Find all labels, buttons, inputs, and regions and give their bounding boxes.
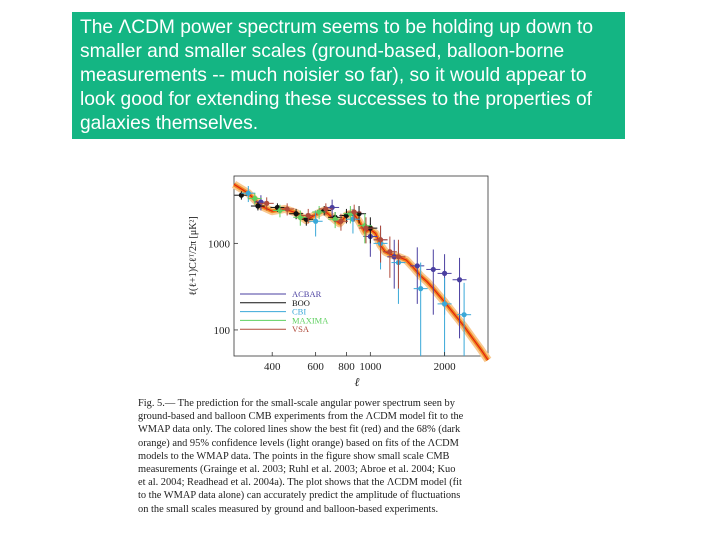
caption-line: Fig. 5.— The prediction for the small-sc… (138, 398, 455, 409)
data-point (297, 214, 303, 220)
x-tick-label: 2000 (434, 361, 457, 373)
legend-item-boo: BOO (240, 298, 310, 308)
banner-line: measurements -- much noisier so far), so… (80, 65, 587, 86)
caption-line: orange) and 95% confidence levels (light… (138, 437, 459, 449)
data-point (363, 225, 369, 231)
caption-line: measurements (Grainge et al. 2003; Ruhl … (138, 464, 456, 476)
legend-item-cbi: CBI (240, 307, 306, 317)
data-point (338, 218, 344, 224)
plot-frame (233, 175, 489, 357)
x-tick-label: 400 (264, 361, 281, 373)
data-point (441, 301, 448, 307)
data-point (284, 206, 290, 212)
x-tick-label: 800 (338, 361, 355, 373)
power-spectrum-figure: 400 600 800 1000 2000 100 1000 ℓ ℓ(ℓ+1)Cℓᵀ/2π [μ… (150, 170, 540, 395)
x-axis-label: ℓ (355, 375, 360, 389)
caption-line: WMAP data only. The colored lines show t… (138, 424, 461, 436)
legend-label: VSA (292, 324, 310, 334)
banner-line: The ΛCDM power spectrum seems to be hold… (80, 17, 594, 38)
data-point (264, 200, 270, 206)
y-tick-label: 100 (214, 325, 231, 337)
caption-line: models to the WMAP data. The points in t… (138, 450, 450, 462)
y-axis-label: ℓ(ℓ+1)Cℓᵀ/2π [μK²] (188, 216, 199, 296)
data-point (395, 254, 402, 260)
data-point (332, 216, 338, 222)
banner-line: galaxies themselves. (80, 113, 259, 134)
data-point (441, 270, 448, 276)
data-point (430, 266, 436, 273)
data-point (461, 312, 467, 318)
legend-item-vsa: VSA (240, 324, 310, 334)
data-point (456, 277, 463, 283)
legend-label: ACBAR (292, 289, 322, 299)
caption-line: to the WMAP data alone) can accurately p… (138, 490, 461, 502)
legend-label: MAXIMA (292, 315, 329, 325)
x-tick-label: 600 (307, 361, 324, 373)
data-point (238, 192, 244, 198)
data-point (293, 211, 299, 217)
x-tick-label: 1000 (359, 361, 382, 373)
data-point (414, 263, 420, 269)
data-point (305, 212, 311, 219)
legend-item-acbar: ACBAR (240, 289, 322, 299)
y-tick-label: 1000 (208, 238, 231, 250)
data-point (313, 218, 319, 224)
data-point (316, 209, 322, 215)
data-point (351, 209, 357, 215)
power-spectrum-chart: 400 600 800 1000 2000 100 1000 ℓ ℓ(ℓ+1)Cℓᵀ/2π [μ… (188, 175, 492, 389)
data-point (418, 286, 424, 292)
banner-line: look good for extending these successes … (80, 89, 592, 110)
data-point (255, 203, 261, 209)
series-vsa (259, 197, 406, 289)
data-point (245, 190, 251, 196)
caption-line: et al. 2004; Readhead et al. 2004a). The… (138, 477, 462, 489)
data-point (377, 237, 384, 243)
data-point (323, 206, 329, 212)
caption-line: on the small scales measured by ground a… (138, 503, 439, 515)
data-point (252, 195, 258, 202)
data-point (350, 216, 356, 222)
data-point (387, 249, 393, 255)
legend-item-maxima: MAXIMA (240, 315, 329, 325)
figure-caption: Fig. 5.— The prediction for the small-sc… (138, 397, 538, 516)
legend-label: BOO (292, 298, 310, 308)
text-banner: The ΛCDM power spectrum seems to be hold… (72, 12, 625, 139)
banner-line: smaller and smaller scales (ground-based… (80, 41, 565, 62)
best-fit-line (233, 183, 489, 361)
legend-label: CBI (292, 307, 306, 317)
caption-line: ground-based and balloon CMB experiments… (138, 411, 464, 423)
